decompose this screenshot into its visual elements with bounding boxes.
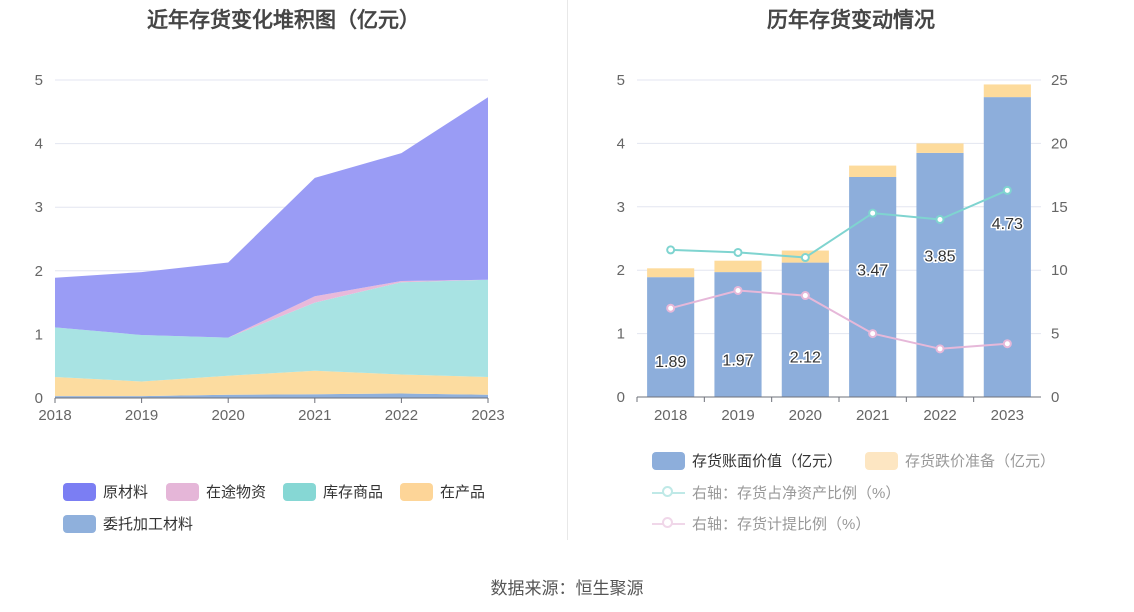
line-point: [868, 208, 878, 218]
y-tick-label: 0: [35, 390, 43, 407]
line-point: [935, 214, 945, 224]
area-series: [55, 370, 488, 397]
y2-tick-label: 10: [1051, 262, 1068, 279]
legend-item-in-transit[interactable]: 在途物资: [166, 481, 266, 502]
x-tick-label: 2018: [38, 407, 71, 424]
line-series: [670, 189, 1008, 259]
legend-label: 在途物资: [206, 484, 267, 501]
left-chart-title: 近年存货变化堆积图（亿元）: [147, 9, 420, 32]
legend-swatch: [865, 451, 898, 470]
x-tick-label: 2023: [991, 407, 1024, 424]
legend-item-raw-materials[interactable]: 原材料: [63, 481, 148, 502]
y-tick-label: 4: [35, 136, 43, 153]
legend-item-finished-goods[interactable]: 库存商品: [283, 481, 383, 502]
y-tick-label: 3: [35, 199, 43, 216]
y-tick-label: 5: [35, 72, 43, 89]
legend-line-marker: [652, 515, 685, 533]
line-point: [935, 344, 945, 354]
legend-line-marker: [652, 484, 685, 502]
right-legend: 存货账面价值（亿元） 存货跌价准备（亿元） 右轴：存货占净资产比例（%） 右轴：…: [568, 0, 1134, 560]
panel-divider: [567, 0, 568, 540]
legend-swatch: [400, 482, 433, 501]
bar-data-label: 3.85: [924, 248, 955, 265]
y-tick-label: 0: [617, 389, 625, 406]
y-tick-label: 4: [617, 135, 625, 152]
right-chart-title: 历年存货变动情况: [767, 9, 935, 32]
bar-segment: [916, 152, 964, 397]
legend-label: 存货账面价值（亿元）: [692, 453, 843, 470]
legend-item-consigned-materials[interactable]: 委托加工材料: [63, 513, 193, 534]
legend-swatch: [283, 482, 316, 501]
x-tick-label: 2023: [471, 407, 504, 424]
right-chart-panel: 历年存货变动情况 0 1 2 3 4 5 0 5 10 15 20 25 2018 2019 2020 202…: [568, 0, 1134, 560]
area-series: [55, 279, 488, 382]
y-tick-label: 5: [617, 72, 625, 89]
line-point: [868, 329, 878, 339]
line-point: [800, 253, 810, 263]
x-tick-label: 2020: [212, 407, 245, 424]
y-tick-label: 1: [617, 326, 625, 343]
x-tick-label: 2019: [125, 407, 158, 424]
x-tick-label: 2021: [856, 407, 889, 424]
legend-item-work-in-progress[interactable]: 在产品: [400, 481, 485, 502]
line-series: [670, 289, 1008, 350]
bar-segment: [916, 143, 964, 153]
legend-label: 原材料: [103, 484, 149, 501]
y2-tick-label: 20: [1051, 135, 1068, 152]
legend-swatch: [63, 514, 96, 533]
legend-swatch: [166, 482, 199, 501]
y2-tick-label: 0: [1051, 389, 1059, 406]
bar-data-label: 4.73: [992, 216, 1023, 233]
bar-segment: [714, 260, 762, 273]
bar-segment: [647, 277, 695, 397]
line-point: [733, 285, 743, 295]
legend-label: 右轴：存货占净资产比例（%）: [692, 485, 901, 502]
legend-label: 委托加工材料: [103, 516, 194, 533]
bar-data-label: 3.47: [857, 262, 888, 279]
x-tick-label: 2020: [789, 407, 822, 424]
legend-item-net-asset-ratio[interactable]: 右轴：存货占净资产比例（%）: [652, 482, 900, 503]
data-source: 数据来源：恒生聚源: [490, 579, 644, 598]
legend-swatch: [63, 482, 96, 501]
line-point: [1002, 339, 1012, 349]
legend-label: 右轴：存货计提比例（%）: [692, 516, 871, 533]
legend-label: 库存商品: [323, 484, 384, 501]
y2-tick-label: 25: [1051, 72, 1068, 89]
x-tick-label: 2022: [385, 407, 418, 424]
x-tick-label: 2022: [923, 407, 956, 424]
x-tick-label: 2021: [298, 407, 331, 424]
line-point: [666, 303, 676, 313]
left-legend: 原材料 在途物资 库存商品 在产品 委托加工材料: [0, 0, 567, 560]
legend-swatch: [652, 451, 685, 470]
bar-segment: [849, 165, 897, 178]
y-tick-label: 2: [35, 263, 43, 280]
y-tick-label: 2: [617, 262, 625, 279]
bar-segment: [983, 84, 1031, 98]
x-tick-label: 2018: [654, 407, 687, 424]
line-point: [666, 245, 676, 255]
left-chart-panel: 近年存货变化堆积图（亿元） 0 1 2 3 4 5 2018 2019 2020 2021 2022…: [0, 0, 567, 560]
y2-tick-label: 5: [1051, 326, 1059, 343]
bar-segment: [781, 262, 829, 397]
bar-data-label: 2.12: [790, 350, 821, 367]
y2-tick-label: 15: [1051, 199, 1068, 216]
line-point: [800, 291, 810, 301]
legend-item-impairment[interactable]: 存货跌价准备（亿元）: [865, 450, 1055, 471]
area-series: [55, 97, 488, 338]
line-point: [733, 247, 743, 257]
legend-item-book-value[interactable]: 存货账面价值（亿元）: [652, 450, 842, 471]
legend-label: 存货跌价准备（亿元）: [905, 453, 1056, 470]
y-tick-label: 1: [35, 326, 43, 343]
legend-item-provision-ratio[interactable]: 右轴：存货计提比例（%）: [652, 513, 870, 534]
stacked-area-chart: 0 1 2 3 4 5 2018 2019 2020 2021 2022 2023: [35, 72, 505, 424]
y-tick-label: 3: [617, 199, 625, 216]
line-point: [1002, 185, 1012, 195]
bar-line-combo-chart: 0 1 2 3 4 5 0 5 10 15 20 25 2018 2019 2020 2021 2022 2023…: [617, 72, 1068, 424]
bar-data-label: 1.89: [655, 354, 686, 371]
area-series: [55, 393, 488, 398]
legend-label: 在产品: [440, 484, 486, 501]
bar-data-label: 1.97: [722, 353, 753, 370]
bar-segment: [647, 268, 695, 278]
x-tick-label: 2019: [721, 407, 754, 424]
